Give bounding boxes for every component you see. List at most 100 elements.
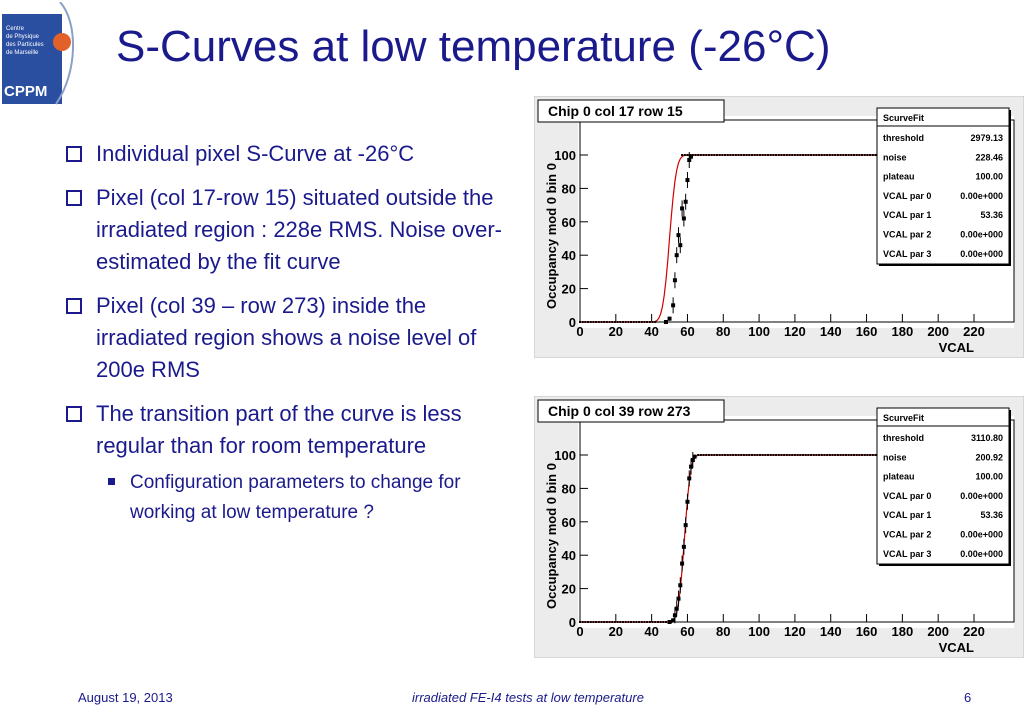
stats-label: VCAL par 0: [883, 191, 931, 201]
data-point: [702, 154, 705, 156]
bullet-item: The transition part of the curve is less…: [66, 398, 506, 462]
data-point: [646, 321, 649, 323]
x-tick-label: 160: [856, 324, 878, 339]
data-point: [799, 154, 802, 156]
data-point: [839, 454, 842, 456]
data-point: [812, 154, 815, 156]
data-point: [729, 454, 732, 456]
data-point: [775, 154, 778, 156]
data-point: [721, 154, 724, 156]
data-point: [764, 454, 767, 456]
stats-box: [876, 407, 1010, 565]
data-point: [815, 454, 818, 456]
stats-value: 0.00e+000: [960, 191, 1003, 201]
data-point: [724, 154, 727, 156]
x-tick-label: 100: [748, 624, 770, 639]
data-point: [791, 154, 794, 156]
data-point: [678, 243, 683, 248]
data-point: [775, 454, 778, 456]
data-point: [858, 154, 861, 156]
data-point: [737, 454, 740, 456]
checkbox-bullet-icon: [66, 298, 82, 314]
stats-label: plateau: [883, 172, 915, 182]
data-point: [581, 621, 584, 623]
logo-dot: [53, 33, 71, 51]
cppm-logo: Centre de Physique des Particules de Mar…: [2, 1, 76, 110]
data-point: [871, 154, 874, 156]
y-tick-label: 40: [562, 548, 576, 563]
data-point: [605, 321, 608, 323]
data-point: [630, 621, 633, 623]
data-point: [597, 321, 600, 323]
y-tick-label: 60: [562, 215, 576, 230]
data-point: [836, 154, 839, 156]
data-point: [638, 321, 641, 323]
data-point: [613, 621, 616, 623]
data-point: [742, 454, 745, 456]
data-point: [589, 321, 592, 323]
stats-label: VCAL par 3: [883, 249, 931, 259]
y-tick-label: 100: [554, 148, 576, 163]
bullet-text: Pixel (col 17-row 15) situated outside t…: [96, 185, 502, 274]
data-point: [664, 621, 667, 623]
data-point: [785, 154, 788, 156]
data-point: [828, 454, 831, 456]
data-point: [850, 154, 853, 156]
data-point: [605, 621, 608, 623]
data-point: [627, 621, 630, 623]
data-point: [603, 321, 606, 323]
stats-title: ScurveFit: [883, 113, 924, 123]
chart-title: Chip 0 col 17 row 15: [548, 103, 683, 119]
data-point: [861, 154, 864, 156]
data-point: [638, 621, 641, 623]
y-tick-label: 0: [569, 315, 576, 330]
data-point: [874, 454, 877, 456]
data-point: [595, 321, 598, 323]
stats-value: 228.46: [975, 152, 1003, 162]
stats-value: 0.00e+000: [960, 549, 1003, 559]
data-point: [685, 499, 690, 504]
scurve-plot-col39-row273: Chip 0 col 39 row 273 0 20 40 60 80 100 0 20 40 60…: [534, 396, 1024, 658]
data-point: [710, 154, 713, 156]
footer-date: August 19, 2013: [78, 690, 173, 705]
data-point: [718, 154, 721, 156]
stats-label: VCAL par 2: [883, 230, 931, 240]
x-tick-label: 180: [892, 324, 914, 339]
data-point: [748, 154, 751, 156]
data-point: [611, 321, 614, 323]
data-point: [812, 454, 815, 456]
data-point: [619, 621, 622, 623]
data-point: [662, 621, 665, 623]
data-point: [595, 621, 598, 623]
data-point: [783, 454, 786, 456]
bullet-text: Individual pixel S-Curve at -26°C: [96, 141, 415, 166]
data-point: [676, 233, 681, 238]
y-tick-label: 60: [562, 515, 576, 530]
data-point: [826, 454, 829, 456]
data-point: [600, 621, 603, 623]
checkbox-bullet-icon: [66, 190, 82, 206]
stats-box: [876, 107, 1010, 265]
data-point: [640, 321, 643, 323]
data-point: [842, 454, 845, 456]
stats-label: noise: [883, 452, 907, 462]
y-tick-label: 80: [562, 181, 576, 196]
data-point: [640, 621, 643, 623]
data-point: [680, 561, 685, 566]
bullet-item: Pixel (col 39 – row 273) inside the irra…: [66, 290, 506, 386]
data-point: [761, 454, 764, 456]
data-point: [858, 454, 861, 456]
stats-value: 0.00e+000: [960, 530, 1003, 540]
stats-value: 100.00: [975, 472, 1003, 482]
data-point: [820, 454, 823, 456]
data-point: [855, 454, 858, 456]
data-point: [579, 321, 581, 323]
data-point: [788, 454, 791, 456]
x-tick-label: 140: [820, 624, 842, 639]
data-point: [745, 454, 748, 456]
data-point: [659, 621, 662, 623]
data-point: [635, 321, 638, 323]
data-point: [674, 253, 679, 258]
square-bullet-icon: [108, 478, 115, 485]
data-point: [777, 154, 780, 156]
